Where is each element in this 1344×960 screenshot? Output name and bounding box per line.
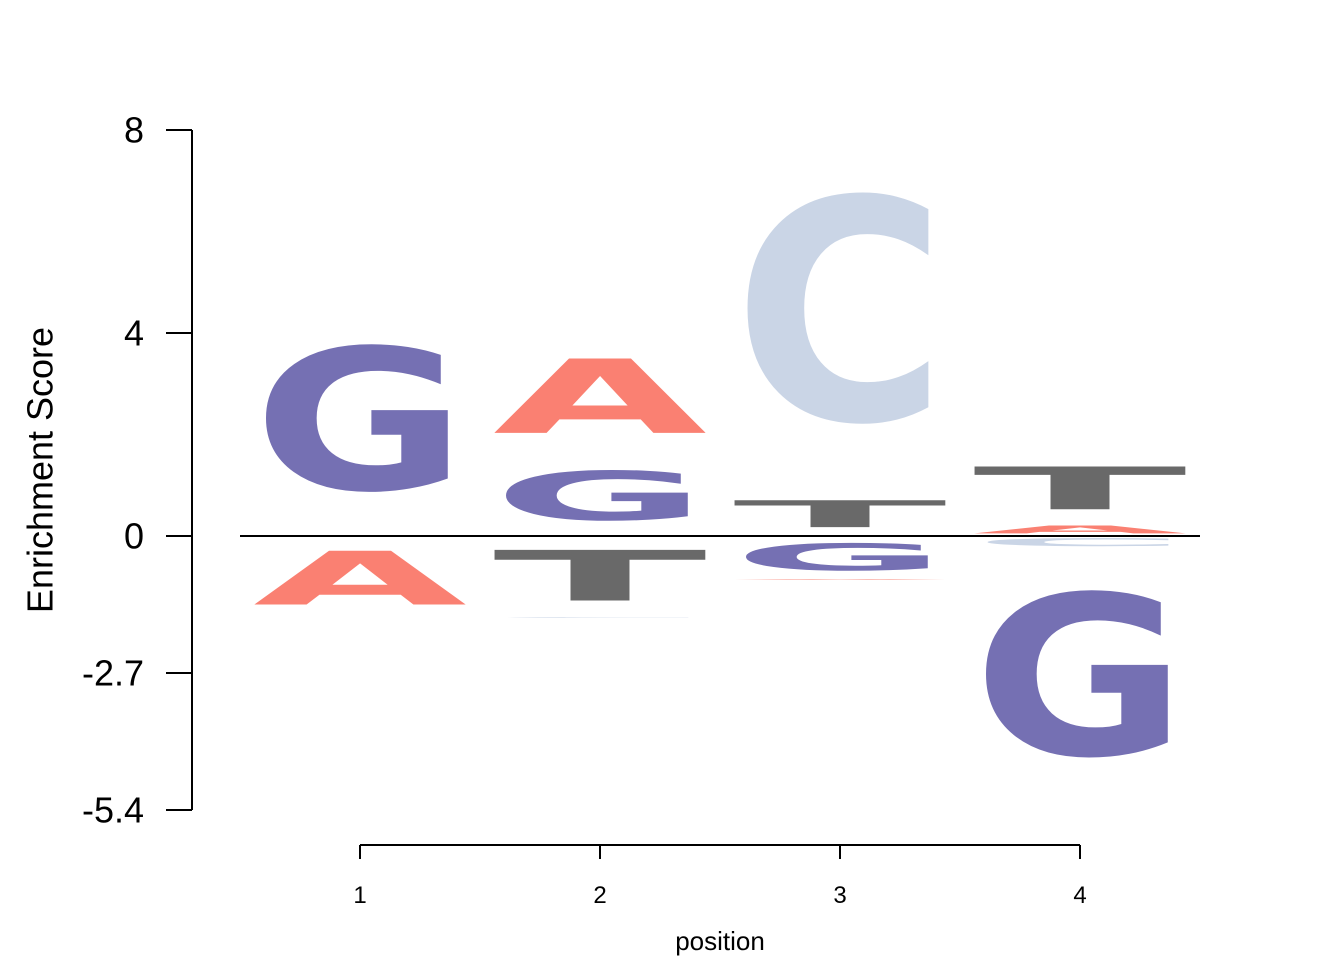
x-tick-label: 1: [353, 882, 366, 909]
logo-letter-c: C: [493, 617, 707, 618]
y-tick-label: -2.7: [82, 652, 144, 693]
x-tick-label: 2: [593, 882, 606, 909]
x-tick-label: 3: [833, 882, 846, 909]
logo-letter-a: A: [253, 536, 467, 622]
logo-letter-c: C: [973, 536, 1187, 549]
y-axis: 8 4 0 -2.7 -5.4: [82, 110, 192, 831]
x-axis: 1 2 3 4: [353, 845, 1086, 909]
logo-letter-t: T: [733, 493, 947, 536]
logo-letter-a: A: [493, 339, 707, 457]
logo-letter-c: C: [733, 137, 947, 492]
logo-letter-g: G: [733, 536, 947, 579]
y-axis-title: Enrichment Score: [20, 327, 61, 613]
y-tick-label: -5.4: [82, 790, 144, 831]
logo-letter-a: A: [973, 523, 1187, 536]
logo-letter-t: T: [493, 536, 707, 617]
logo-letter-g: G: [973, 550, 1187, 807]
logo-letter-g: G: [253, 309, 467, 536]
y-tick-label: 0: [124, 515, 144, 556]
y-tick-label: 8: [124, 110, 144, 151]
logo-letter-a: A: [733, 579, 947, 580]
logo-letter-t: T: [973, 455, 1187, 523]
y-tick-label: 4: [124, 312, 144, 353]
x-tick-label: 4: [1073, 882, 1086, 909]
x-axis-title: position: [675, 926, 765, 956]
logo-letter-g: G: [493, 457, 707, 535]
